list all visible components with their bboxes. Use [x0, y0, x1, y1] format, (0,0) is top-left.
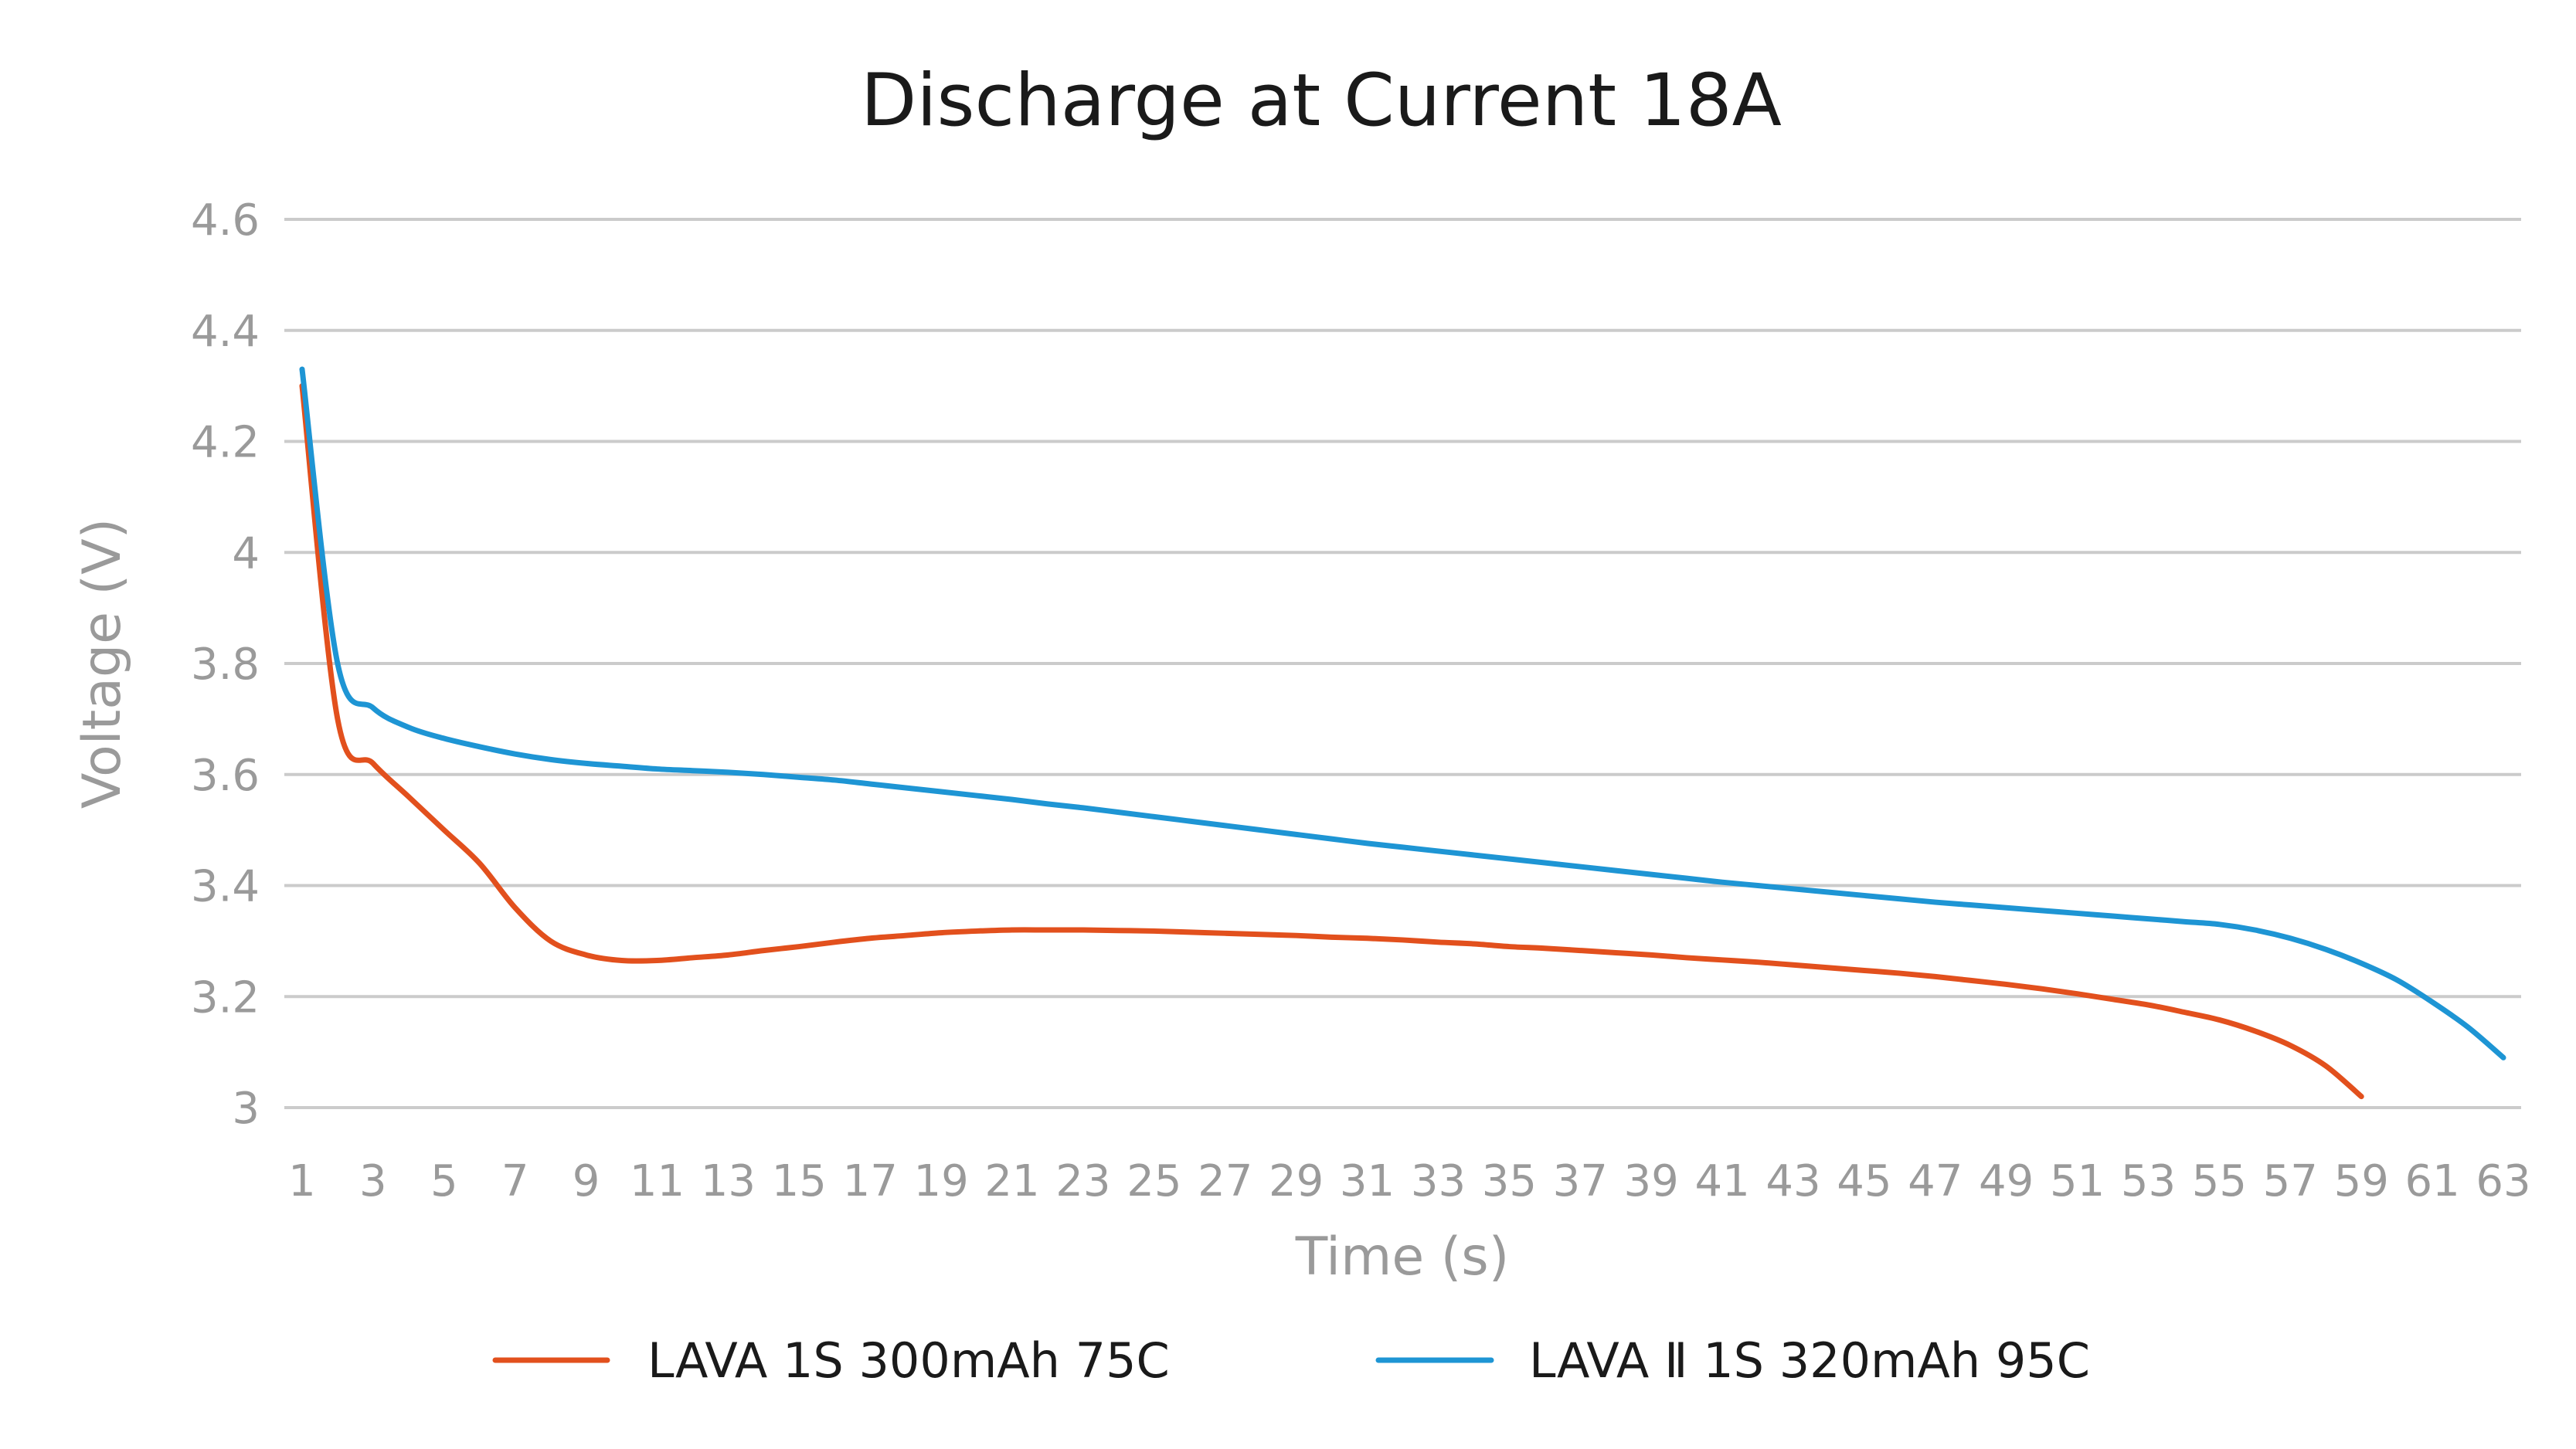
x-tick-label: 51	[2050, 1156, 2105, 1206]
series-line-2	[299, 366, 2506, 1060]
x-tick-label: 49	[1979, 1156, 2034, 1206]
x-tick-label: 53	[2121, 1156, 2176, 1206]
y-axis-title: Voltage (V)	[72, 518, 133, 809]
legend: LAVA 1S 300mAh 75C LAVA Ⅱ 1S 320mAh 95C	[492, 1332, 2090, 1389]
x-tick-label: 31	[1340, 1156, 1395, 1206]
y-tick-label: 3.6	[191, 751, 260, 801]
x-tick-label: 43	[1765, 1156, 1820, 1206]
x-tick-label: 11	[630, 1156, 685, 1206]
x-tick-label: 15	[772, 1156, 827, 1206]
y-tick-label: 3	[232, 1084, 260, 1134]
x-tick-label: 27	[1198, 1156, 1252, 1206]
x-tick-label: 21	[984, 1156, 1039, 1206]
x-tick-label: 35	[1482, 1156, 1537, 1206]
chart-title: Discharge at Current 18A	[861, 59, 1782, 143]
x-tick-label: 19	[913, 1156, 968, 1206]
x-tick-label: 5	[430, 1156, 458, 1206]
x-axis-title: Time (s)	[1295, 1227, 1510, 1288]
x-tick-label: 47	[1908, 1156, 1963, 1206]
x-tick-label: 33	[1411, 1156, 1466, 1206]
x-tick-label: 17	[843, 1156, 898, 1206]
x-tick-label: 29	[1269, 1156, 1324, 1206]
x-tick-label: 37	[1553, 1156, 1608, 1206]
x-tick-label: 7	[501, 1156, 529, 1206]
y-tick-label: 3.8	[191, 640, 260, 690]
legend-label-series-2: LAVA Ⅱ 1S 320mAh 95C	[1529, 1332, 2090, 1389]
x-tick-label: 61	[2404, 1156, 2459, 1206]
legend-label-series-1: LAVA 1S 300mAh 75C	[647, 1332, 1170, 1389]
x-tick-label: 41	[1694, 1156, 1749, 1206]
y-tick-label: 4.2	[191, 418, 260, 468]
x-tick-label: 1	[288, 1156, 316, 1206]
y-tick-label: 3.2	[191, 972, 260, 1023]
series-lines	[299, 366, 2506, 1100]
y-tick-labels: 3 3.2 3.4 3.6 3.8 4 4.2 4.4 4.6	[191, 195, 260, 1134]
x-tick-label: 3	[359, 1156, 387, 1206]
x-tick-label: 57	[2263, 1156, 2318, 1206]
x-tick-labels: 1 3 5 7 9 11 13 15 17 19 21 23 25 27 29 31 33 35 37 39 41 43 4…	[288, 1156, 2531, 1206]
x-tick-label: 25	[1127, 1156, 1181, 1206]
x-tick-label: 55	[2192, 1156, 2247, 1206]
y-tick-label: 4.4	[191, 307, 260, 357]
y-tick-label: 4	[232, 528, 260, 579]
x-tick-label: 13	[701, 1156, 756, 1206]
gridlines	[284, 218, 2521, 1109]
x-tick-label: 45	[1837, 1156, 1891, 1206]
x-tick-label: 59	[2334, 1156, 2389, 1206]
x-tick-label: 63	[2476, 1156, 2530, 1206]
x-tick-label: 9	[573, 1156, 600, 1206]
y-tick-label: 3.4	[191, 862, 260, 912]
x-tick-label: 23	[1055, 1156, 1110, 1206]
x-tick-label: 39	[1624, 1156, 1679, 1206]
y-tick-label: 4.6	[191, 195, 260, 246]
series-line-1	[299, 383, 2364, 1100]
